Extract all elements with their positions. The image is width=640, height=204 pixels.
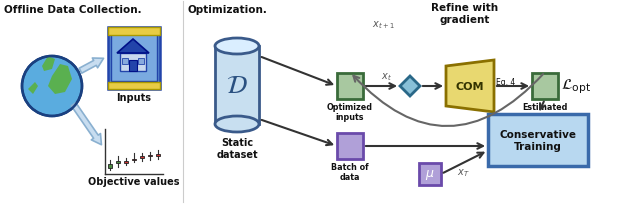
Text: Optimization.: Optimization. <box>187 5 267 15</box>
FancyBboxPatch shape <box>148 155 152 157</box>
FancyBboxPatch shape <box>215 47 259 124</box>
Text: $x_{t+1}$: $x_{t+1}$ <box>372 19 394 31</box>
FancyBboxPatch shape <box>108 28 160 90</box>
Text: Objective values: Objective values <box>88 176 180 186</box>
Text: $x_T$: $x_T$ <box>457 166 469 178</box>
FancyBboxPatch shape <box>140 157 144 158</box>
FancyArrowPatch shape <box>353 75 543 126</box>
Text: COM: COM <box>456 82 484 92</box>
Text: $\mathcal{D}$: $\mathcal{D}$ <box>226 74 248 98</box>
Polygon shape <box>446 61 494 112</box>
Text: Refine with
gradient: Refine with gradient <box>431 3 499 24</box>
Text: $x_t$: $x_t$ <box>381 71 392 83</box>
FancyBboxPatch shape <box>138 59 144 65</box>
Text: Batch of
data: Batch of data <box>331 162 369 182</box>
FancyBboxPatch shape <box>132 159 136 160</box>
FancyBboxPatch shape <box>532 74 558 100</box>
FancyBboxPatch shape <box>488 114 588 166</box>
FancyBboxPatch shape <box>108 28 160 36</box>
FancyBboxPatch shape <box>108 165 112 168</box>
Polygon shape <box>42 57 55 72</box>
Text: Inputs: Inputs <box>116 93 152 102</box>
Polygon shape <box>117 40 149 54</box>
FancyArrowPatch shape <box>79 59 104 74</box>
Text: Offline Data Collection.: Offline Data Collection. <box>4 5 141 15</box>
FancyBboxPatch shape <box>129 61 137 72</box>
FancyBboxPatch shape <box>124 161 128 163</box>
Text: Conservative
Training: Conservative Training <box>499 130 577 151</box>
Text: Estimated
objective: Estimated objective <box>522 102 568 122</box>
FancyBboxPatch shape <box>122 59 128 65</box>
Polygon shape <box>28 83 38 94</box>
Polygon shape <box>48 65 72 94</box>
FancyBboxPatch shape <box>111 34 157 82</box>
FancyBboxPatch shape <box>337 133 363 159</box>
FancyBboxPatch shape <box>120 54 146 72</box>
Text: $\mu$: $\mu$ <box>425 167 435 181</box>
FancyBboxPatch shape <box>419 163 441 185</box>
Text: Static
dataset: Static dataset <box>216 137 258 159</box>
FancyBboxPatch shape <box>337 74 363 100</box>
Ellipse shape <box>215 116 259 132</box>
Text: Optimized
inputs: Optimized inputs <box>327 102 373 122</box>
Text: $\mathcal{L}_{\mathrm{opt}}$: $\mathcal{L}_{\mathrm{opt}}$ <box>561 77 591 96</box>
Polygon shape <box>400 77 420 96</box>
Circle shape <box>22 57 82 116</box>
FancyBboxPatch shape <box>108 83 160 90</box>
FancyBboxPatch shape <box>156 154 160 156</box>
Ellipse shape <box>215 39 259 55</box>
FancyArrowPatch shape <box>71 103 101 145</box>
FancyBboxPatch shape <box>116 161 120 163</box>
Text: Eq. 4: Eq. 4 <box>496 78 515 87</box>
